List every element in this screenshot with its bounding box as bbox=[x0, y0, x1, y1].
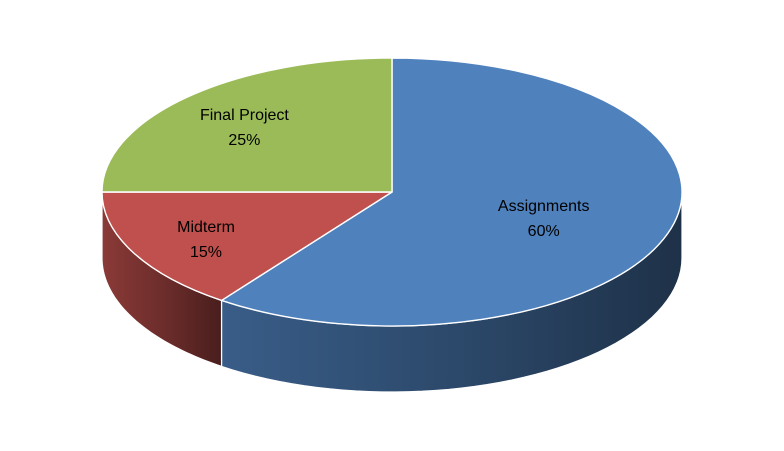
pie-slice-final-project bbox=[101, 57, 393, 193]
pie-slice-assignments bbox=[220, 57, 683, 327]
slice-value-midterm: 15% bbox=[190, 244, 222, 261]
pie-slice-midterm bbox=[101, 191, 393, 302]
slice-label-final-project: Final Project bbox=[200, 107, 289, 124]
slice-label-assignments: Assignments bbox=[498, 198, 590, 215]
slice-value-assignments: 60% bbox=[528, 223, 560, 240]
slice-value-final-project: 25% bbox=[228, 132, 260, 149]
pie-labels: Assignments 60% Midterm 15% Final Project 25% bbox=[177, 107, 589, 261]
pie-tops bbox=[101, 57, 683, 327]
slice-label-midterm: Midterm bbox=[177, 219, 235, 236]
